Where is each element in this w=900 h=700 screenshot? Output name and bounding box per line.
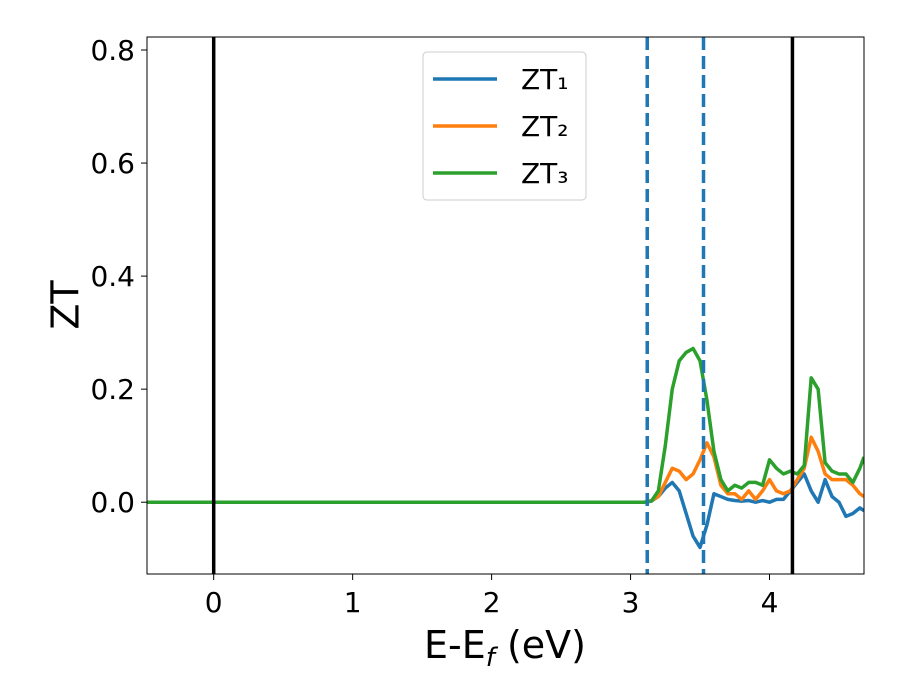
series-line: [147, 435, 864, 504]
legend-label: ZT₁: [521, 63, 569, 96]
x-label-part: (eV): [495, 623, 586, 667]
x-tick-label: 3: [622, 586, 640, 619]
plot-frame: [146, 36, 865, 575]
series-line: [147, 346, 864, 504]
legend-label: ZT₃: [521, 157, 569, 190]
series-line: [147, 472, 864, 550]
y-tick-label: 0.0: [90, 486, 135, 519]
x-tick-label: 0: [205, 586, 223, 619]
x-axis-label: E-Ef (eV): [424, 623, 586, 673]
y-tick-label: 0.2: [90, 373, 135, 406]
y-tick-label: 0.8: [90, 34, 135, 67]
y-tick-label: 0.4: [90, 260, 135, 293]
x-tick-label: 1: [344, 586, 362, 619]
x-tick-label: 2: [483, 586, 501, 619]
legend-box: [422, 51, 587, 201]
legend-label: ZT₂: [521, 110, 569, 143]
x-tick-label: 4: [761, 586, 779, 619]
y-axis-label: ZT: [44, 280, 88, 330]
x-label-part: E-E: [424, 623, 486, 667]
y-tick-label: 0.6: [90, 147, 135, 180]
